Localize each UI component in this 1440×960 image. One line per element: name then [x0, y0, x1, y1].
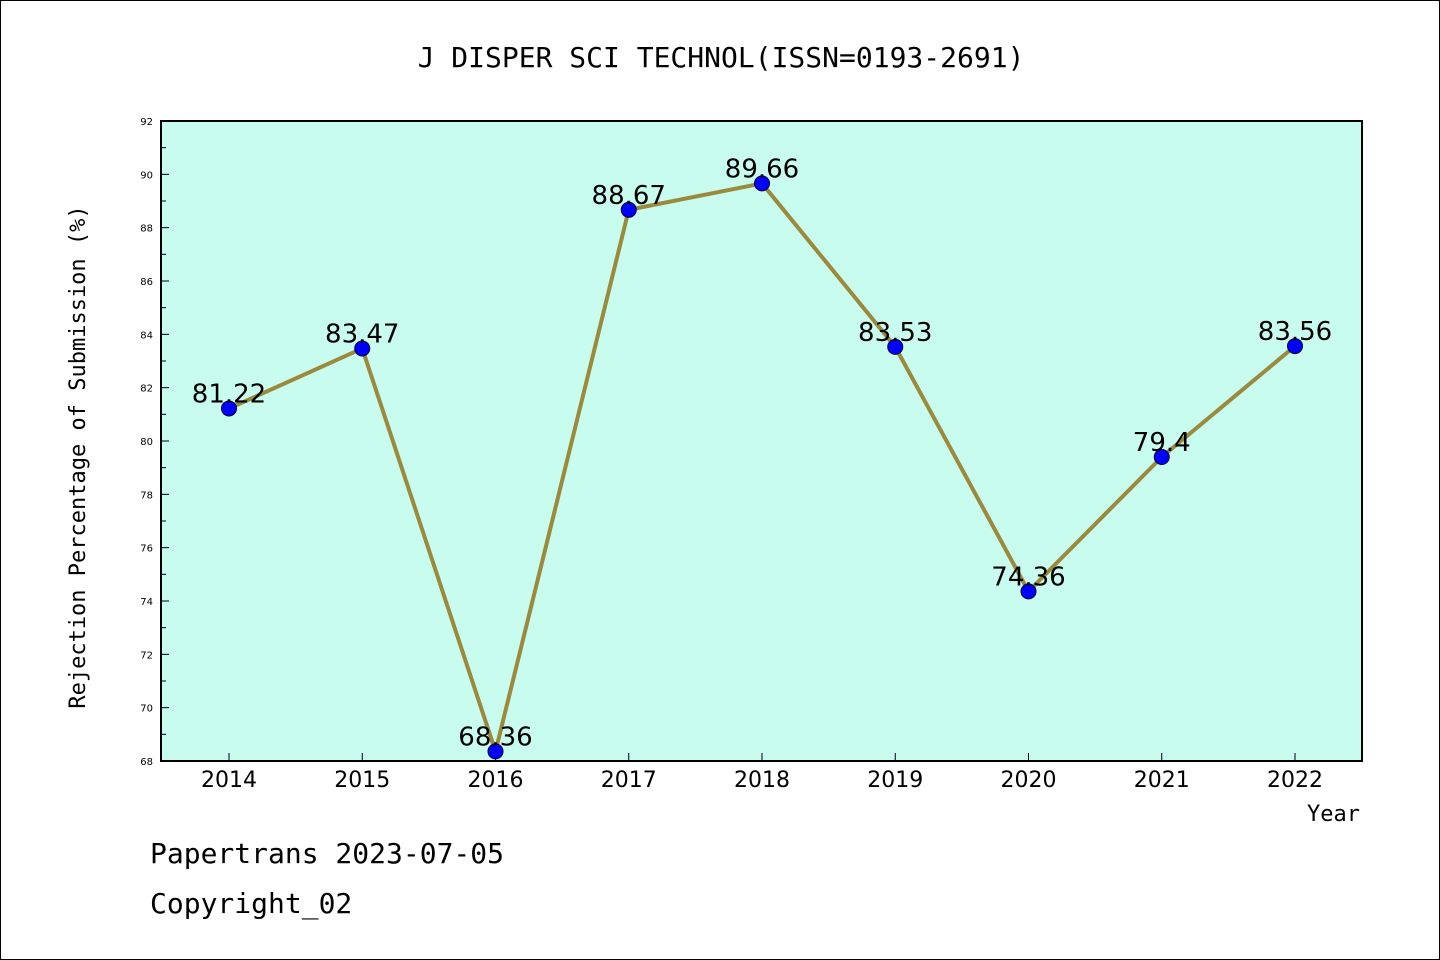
data-point — [1020, 583, 1037, 600]
x-tick-label: 2014 — [201, 768, 257, 793]
y-tick-label: 68 — [140, 757, 153, 768]
x-axis-label: Year — [1307, 802, 1360, 827]
data-labels: 81.22 83.47 68.36 88.67 89.66 83.53 74.36 79.4 8… — [192, 154, 1332, 752]
x-tick-label: 2022 — [1267, 768, 1323, 793]
plot-area — [160, 120, 1363, 762]
y-tick-label: 80 — [140, 437, 153, 448]
y-axis: 68 70 72 74 76 78 80 82 84 86 88 90 92 — [140, 117, 169, 768]
x-tick-label: 2019 — [867, 768, 923, 793]
y-tick-label: 78 — [140, 490, 153, 501]
data-point — [487, 743, 504, 760]
data-point — [354, 340, 371, 357]
y-tick-label: 88 — [140, 224, 153, 235]
data-point — [221, 400, 237, 417]
x-tick-label: 2020 — [1001, 768, 1057, 793]
y-tick-label: 74 — [140, 597, 153, 608]
data-point — [1287, 338, 1303, 355]
data-label: 79.4 — [1133, 428, 1191, 458]
x-tick-label: 2018 — [734, 768, 790, 793]
data-label: 74.36 — [991, 562, 1065, 592]
y-tick-label: 90 — [140, 170, 153, 181]
x-axis: 2014 2015 2016 2017 2018 2019 2020 2021 2022 — [201, 753, 1323, 793]
data-point — [887, 338, 904, 355]
x-tick-label: 2015 — [334, 768, 390, 793]
data-label: 83.56 — [1258, 317, 1332, 347]
x-tick-label: 2017 — [601, 768, 657, 793]
data-label: 88.67 — [592, 181, 666, 211]
data-label: 81.22 — [192, 379, 266, 409]
y-tick-label: 76 — [140, 544, 153, 555]
data-point — [754, 175, 770, 192]
data-label: 68.36 — [458, 722, 532, 752]
y-axis-label: Rejection Percentage of Submission (%) — [66, 205, 91, 708]
data-point — [620, 201, 637, 218]
footer-copyright: Copyright_02 — [150, 887, 353, 920]
data-label: 83.47 — [325, 319, 399, 349]
data-points — [221, 175, 1303, 760]
footer-date-line: Papertrans 2023-07-05 — [150, 837, 505, 870]
data-label: 89.66 — [725, 154, 799, 184]
chart-title: J DISPER SCI TECHNOL(ISSN=0193-2691) — [418, 41, 1025, 74]
y-tick-label: 72 — [140, 650, 153, 661]
y-tick-label: 86 — [140, 277, 153, 288]
y-tick-label: 92 — [140, 117, 153, 128]
x-tick-label: 2016 — [468, 768, 524, 793]
y-tick-label: 84 — [140, 330, 153, 341]
x-tick-label: 2021 — [1134, 768, 1190, 793]
data-label: 83.53 — [858, 318, 932, 348]
y-tick-label: 82 — [140, 384, 153, 395]
data-point — [1153, 449, 1170, 465]
y-tick-label: 70 — [140, 704, 153, 715]
